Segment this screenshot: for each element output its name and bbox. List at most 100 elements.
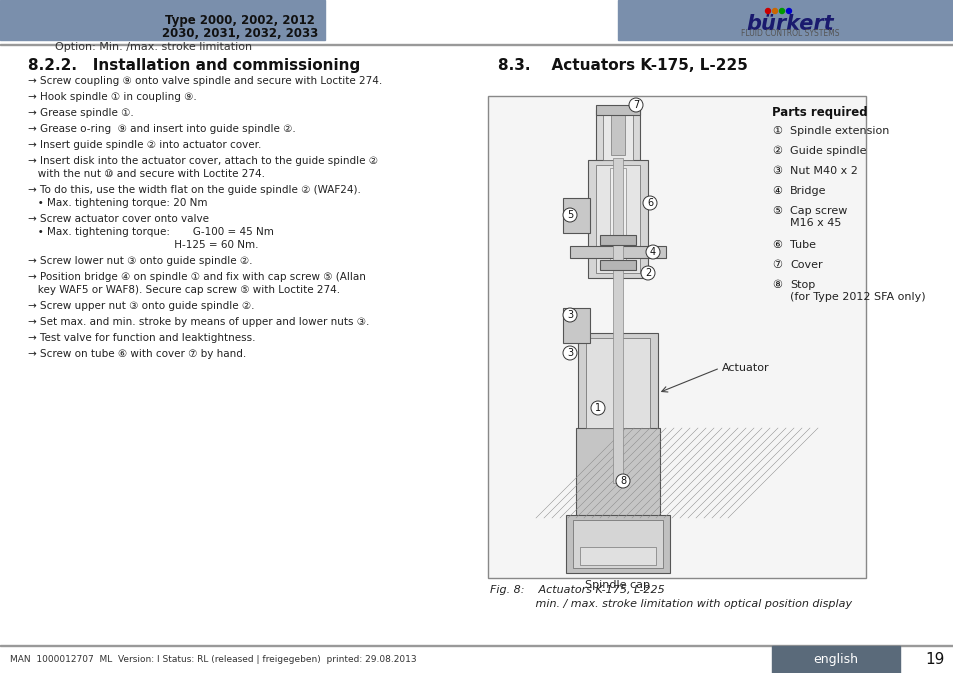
- Bar: [618, 0, 953, 40]
- Text: 8: 8: [619, 476, 625, 486]
- Bar: [587, 160, 647, 278]
- Text: Cap screw: Cap screw: [789, 206, 846, 216]
- Text: with the nut ⑩ and secure with Loctite 274.: with the nut ⑩ and secure with Loctite 2…: [28, 169, 265, 179]
- Text: bürkert: bürkert: [745, 14, 833, 34]
- Circle shape: [642, 196, 657, 210]
- Text: H-125 = 60 Nm.: H-125 = 60 Nm.: [28, 240, 258, 250]
- Text: → Grease spindle ①.: → Grease spindle ①.: [28, 108, 133, 118]
- Text: Stop: Stop: [789, 280, 815, 290]
- Text: ④: ④: [771, 186, 781, 196]
- Text: FLUID CONTROL SYSTEMS: FLUID CONTROL SYSTEMS: [740, 29, 839, 38]
- Text: ⑤: ⑤: [771, 206, 781, 216]
- Text: Spindle cap: Spindle cap: [585, 580, 650, 590]
- Text: Bridge: Bridge: [789, 186, 825, 196]
- Text: 8.3.    Actuators K-175, L-225: 8.3. Actuators K-175, L-225: [497, 58, 747, 73]
- Text: ⑥: ⑥: [771, 240, 781, 250]
- Bar: [609, 168, 625, 268]
- Bar: [578, 333, 658, 433]
- Circle shape: [590, 401, 604, 415]
- Bar: [613, 158, 622, 483]
- Text: (for Type 2012 SFA only): (for Type 2012 SFA only): [789, 292, 924, 302]
- Text: Parts required: Parts required: [771, 106, 866, 119]
- Text: MAN  1000012707  ML  Version: I Status: RL (released | freigegeben)  printed: 29: MAN 1000012707 ML Version: I Status: RL …: [10, 655, 416, 664]
- Text: → Screw upper nut ③ onto guide spindle ②.: → Screw upper nut ③ onto guide spindle ②…: [28, 301, 254, 311]
- Text: → Screw coupling ⑨ onto valve spindle and secure with Loctite 274.: → Screw coupling ⑨ onto valve spindle an…: [28, 76, 382, 86]
- Bar: [562, 198, 589, 233]
- Circle shape: [785, 9, 791, 13]
- Bar: [610, 115, 624, 155]
- Text: 3: 3: [566, 310, 573, 320]
- Bar: [596, 110, 639, 165]
- Circle shape: [628, 98, 642, 112]
- Circle shape: [562, 208, 577, 222]
- Text: → Insert disk into the actuator cover, attach to the guide spindle ②: → Insert disk into the actuator cover, a…: [28, 156, 377, 166]
- Bar: [0, 44, 953, 45]
- Text: Type 2000, 2002, 2012: Type 2000, 2002, 2012: [165, 14, 314, 27]
- Text: • Max. tightening torque:       G-100 = 45 Nm: • Max. tightening torque: G-100 = 45 Nm: [28, 227, 274, 237]
- Text: 2: 2: [644, 268, 651, 278]
- Text: ③: ③: [771, 166, 781, 176]
- Bar: [599, 260, 636, 270]
- Text: Nut M40 x 2: Nut M40 x 2: [789, 166, 857, 176]
- Text: → Screw lower nut ③ onto guide spindle ②.: → Screw lower nut ③ onto guide spindle ②…: [28, 256, 253, 266]
- Text: 5: 5: [566, 210, 573, 220]
- Text: english: english: [813, 653, 858, 666]
- Circle shape: [772, 9, 777, 13]
- Circle shape: [779, 9, 783, 13]
- Text: Guide spindle: Guide spindle: [789, 146, 865, 156]
- Text: ⑧: ⑧: [771, 280, 781, 290]
- Bar: [596, 105, 639, 115]
- Text: 4: 4: [649, 247, 656, 257]
- Circle shape: [562, 346, 577, 360]
- Text: → Test valve for function and leaktightness.: → Test valve for function and leaktightn…: [28, 333, 255, 343]
- Bar: [0, 645, 953, 646]
- Bar: [573, 520, 662, 568]
- Bar: [576, 428, 659, 518]
- Bar: [576, 428, 659, 518]
- Bar: [565, 515, 669, 573]
- Text: • Max. tightening torque: 20 Nm: • Max. tightening torque: 20 Nm: [28, 198, 208, 208]
- Text: M16 x 45: M16 x 45: [789, 218, 841, 228]
- Circle shape: [616, 474, 629, 488]
- Text: ⑦: ⑦: [771, 260, 781, 270]
- Text: 2030, 2031, 2032, 2033: 2030, 2031, 2032, 2033: [162, 27, 317, 40]
- Circle shape: [562, 308, 577, 322]
- Text: → To do this, use the width flat on the guide spindle ② (WAF24).: → To do this, use the width flat on the …: [28, 185, 360, 195]
- Text: → Insert guide spindle ② into actuator cover.: → Insert guide spindle ② into actuator c…: [28, 140, 261, 150]
- Text: 1: 1: [595, 403, 600, 413]
- Text: 3: 3: [566, 348, 573, 358]
- Text: 19: 19: [924, 651, 943, 666]
- Text: 6: 6: [646, 198, 653, 208]
- Bar: [579, 547, 656, 565]
- Bar: [488, 96, 865, 578]
- Text: → Screw actuator cover onto valve: → Screw actuator cover onto valve: [28, 214, 209, 224]
- Text: 8.2.2.   Installation and commissioning: 8.2.2. Installation and commissioning: [28, 58, 360, 73]
- Text: → Hook spindle ① in coupling ⑨.: → Hook spindle ① in coupling ⑨.: [28, 92, 196, 102]
- Text: key WAF5 or WAF8). Secure cap screw ⑤ with Loctite 274.: key WAF5 or WAF8). Secure cap screw ⑤ wi…: [28, 285, 340, 295]
- Bar: [771, 646, 899, 673]
- Text: ①: ①: [771, 126, 781, 136]
- Text: ②: ②: [771, 146, 781, 156]
- Bar: [596, 165, 639, 273]
- Bar: [0, 0, 325, 40]
- Bar: [599, 235, 636, 245]
- Bar: [562, 308, 589, 343]
- Circle shape: [640, 266, 655, 280]
- Text: → Screw on tube ⑥ with cover ⑦ by hand.: → Screw on tube ⑥ with cover ⑦ by hand.: [28, 349, 246, 359]
- Text: → Set max. and min. stroke by means of upper and lower nuts ③.: → Set max. and min. stroke by means of u…: [28, 317, 369, 327]
- Bar: [569, 246, 665, 258]
- Circle shape: [764, 9, 770, 13]
- Text: Tube: Tube: [789, 240, 815, 250]
- Bar: [602, 115, 633, 160]
- Text: Actuator: Actuator: [721, 363, 769, 373]
- Text: min. / max. stroke limitation with optical position display: min. / max. stroke limitation with optic…: [490, 599, 851, 609]
- Text: Option: Min. /max. stroke limitation: Option: Min. /max. stroke limitation: [55, 42, 252, 52]
- Text: → Position bridge ④ on spindle ① and fix with cap screw ⑤ (Allan: → Position bridge ④ on spindle ① and fix…: [28, 272, 366, 282]
- Bar: [585, 338, 649, 428]
- Text: Spindle extension: Spindle extension: [789, 126, 888, 136]
- Text: Fig. 8:    Actuators K-175, L-225: Fig. 8: Actuators K-175, L-225: [490, 585, 664, 595]
- Text: 7: 7: [632, 100, 639, 110]
- Text: → Grease o-ring  ⑨ and insert into guide spindle ②.: → Grease o-ring ⑨ and insert into guide …: [28, 124, 295, 134]
- Text: Cover: Cover: [789, 260, 821, 270]
- Circle shape: [645, 245, 659, 259]
